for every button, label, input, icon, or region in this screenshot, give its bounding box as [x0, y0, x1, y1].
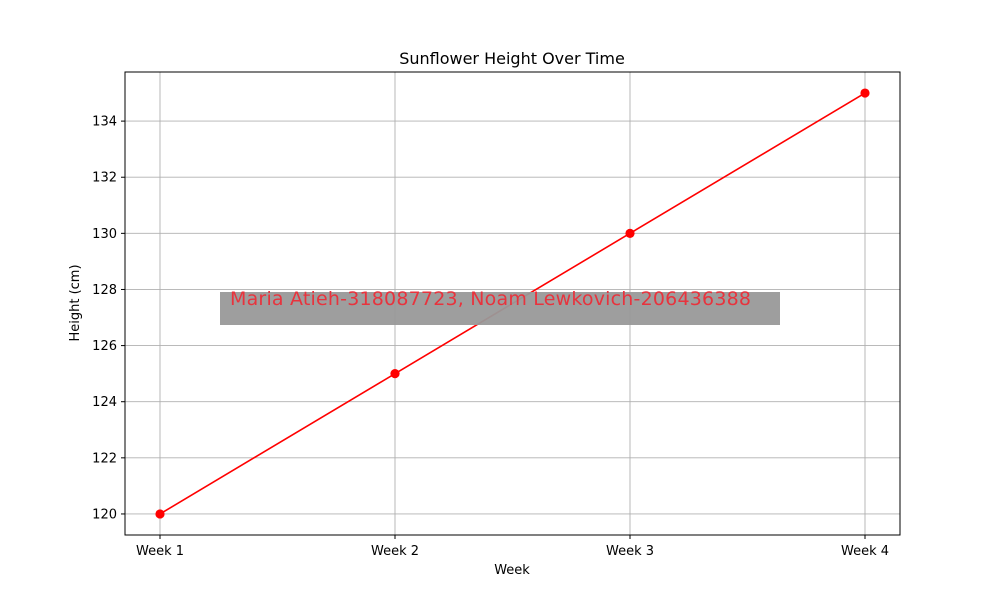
y-tick-label: 130 [92, 227, 117, 242]
y-tick-label: 128 [92, 283, 117, 298]
y-tick-label: 120 [92, 507, 117, 522]
x-tick-label: Week 1 [136, 544, 184, 559]
x-axis-ticks: Week 1 Week 2 Week 3 Week 4 [136, 535, 889, 559]
x-tick-label: Week 2 [371, 544, 419, 559]
annotation-box [220, 292, 780, 325]
data-point [390, 369, 400, 379]
data-point [155, 509, 165, 519]
y-tick-label: 124 [92, 395, 117, 410]
x-axis-label: Week [494, 563, 530, 578]
chart-title: Sunflower Height Over Time [399, 49, 625, 68]
y-axis-label: Height (cm) [68, 264, 83, 341]
y-tick-label: 134 [92, 115, 117, 130]
y-tick-label: 132 [92, 171, 117, 186]
y-tick-label: 126 [92, 339, 117, 354]
annotation-text: Maria Atieh-318087723, Noam Lewkovich-20… [230, 288, 751, 310]
plot-area-frame [124, 71, 901, 536]
x-tick-label: Week 3 [606, 544, 654, 559]
y-tick-label: 122 [92, 451, 117, 466]
data-point [860, 88, 870, 98]
data-point [625, 228, 635, 238]
x-tick-label: Week 4 [841, 544, 889, 559]
y-axis-ticks: 120 122 124 126 128 130 132 134 [92, 115, 125, 522]
